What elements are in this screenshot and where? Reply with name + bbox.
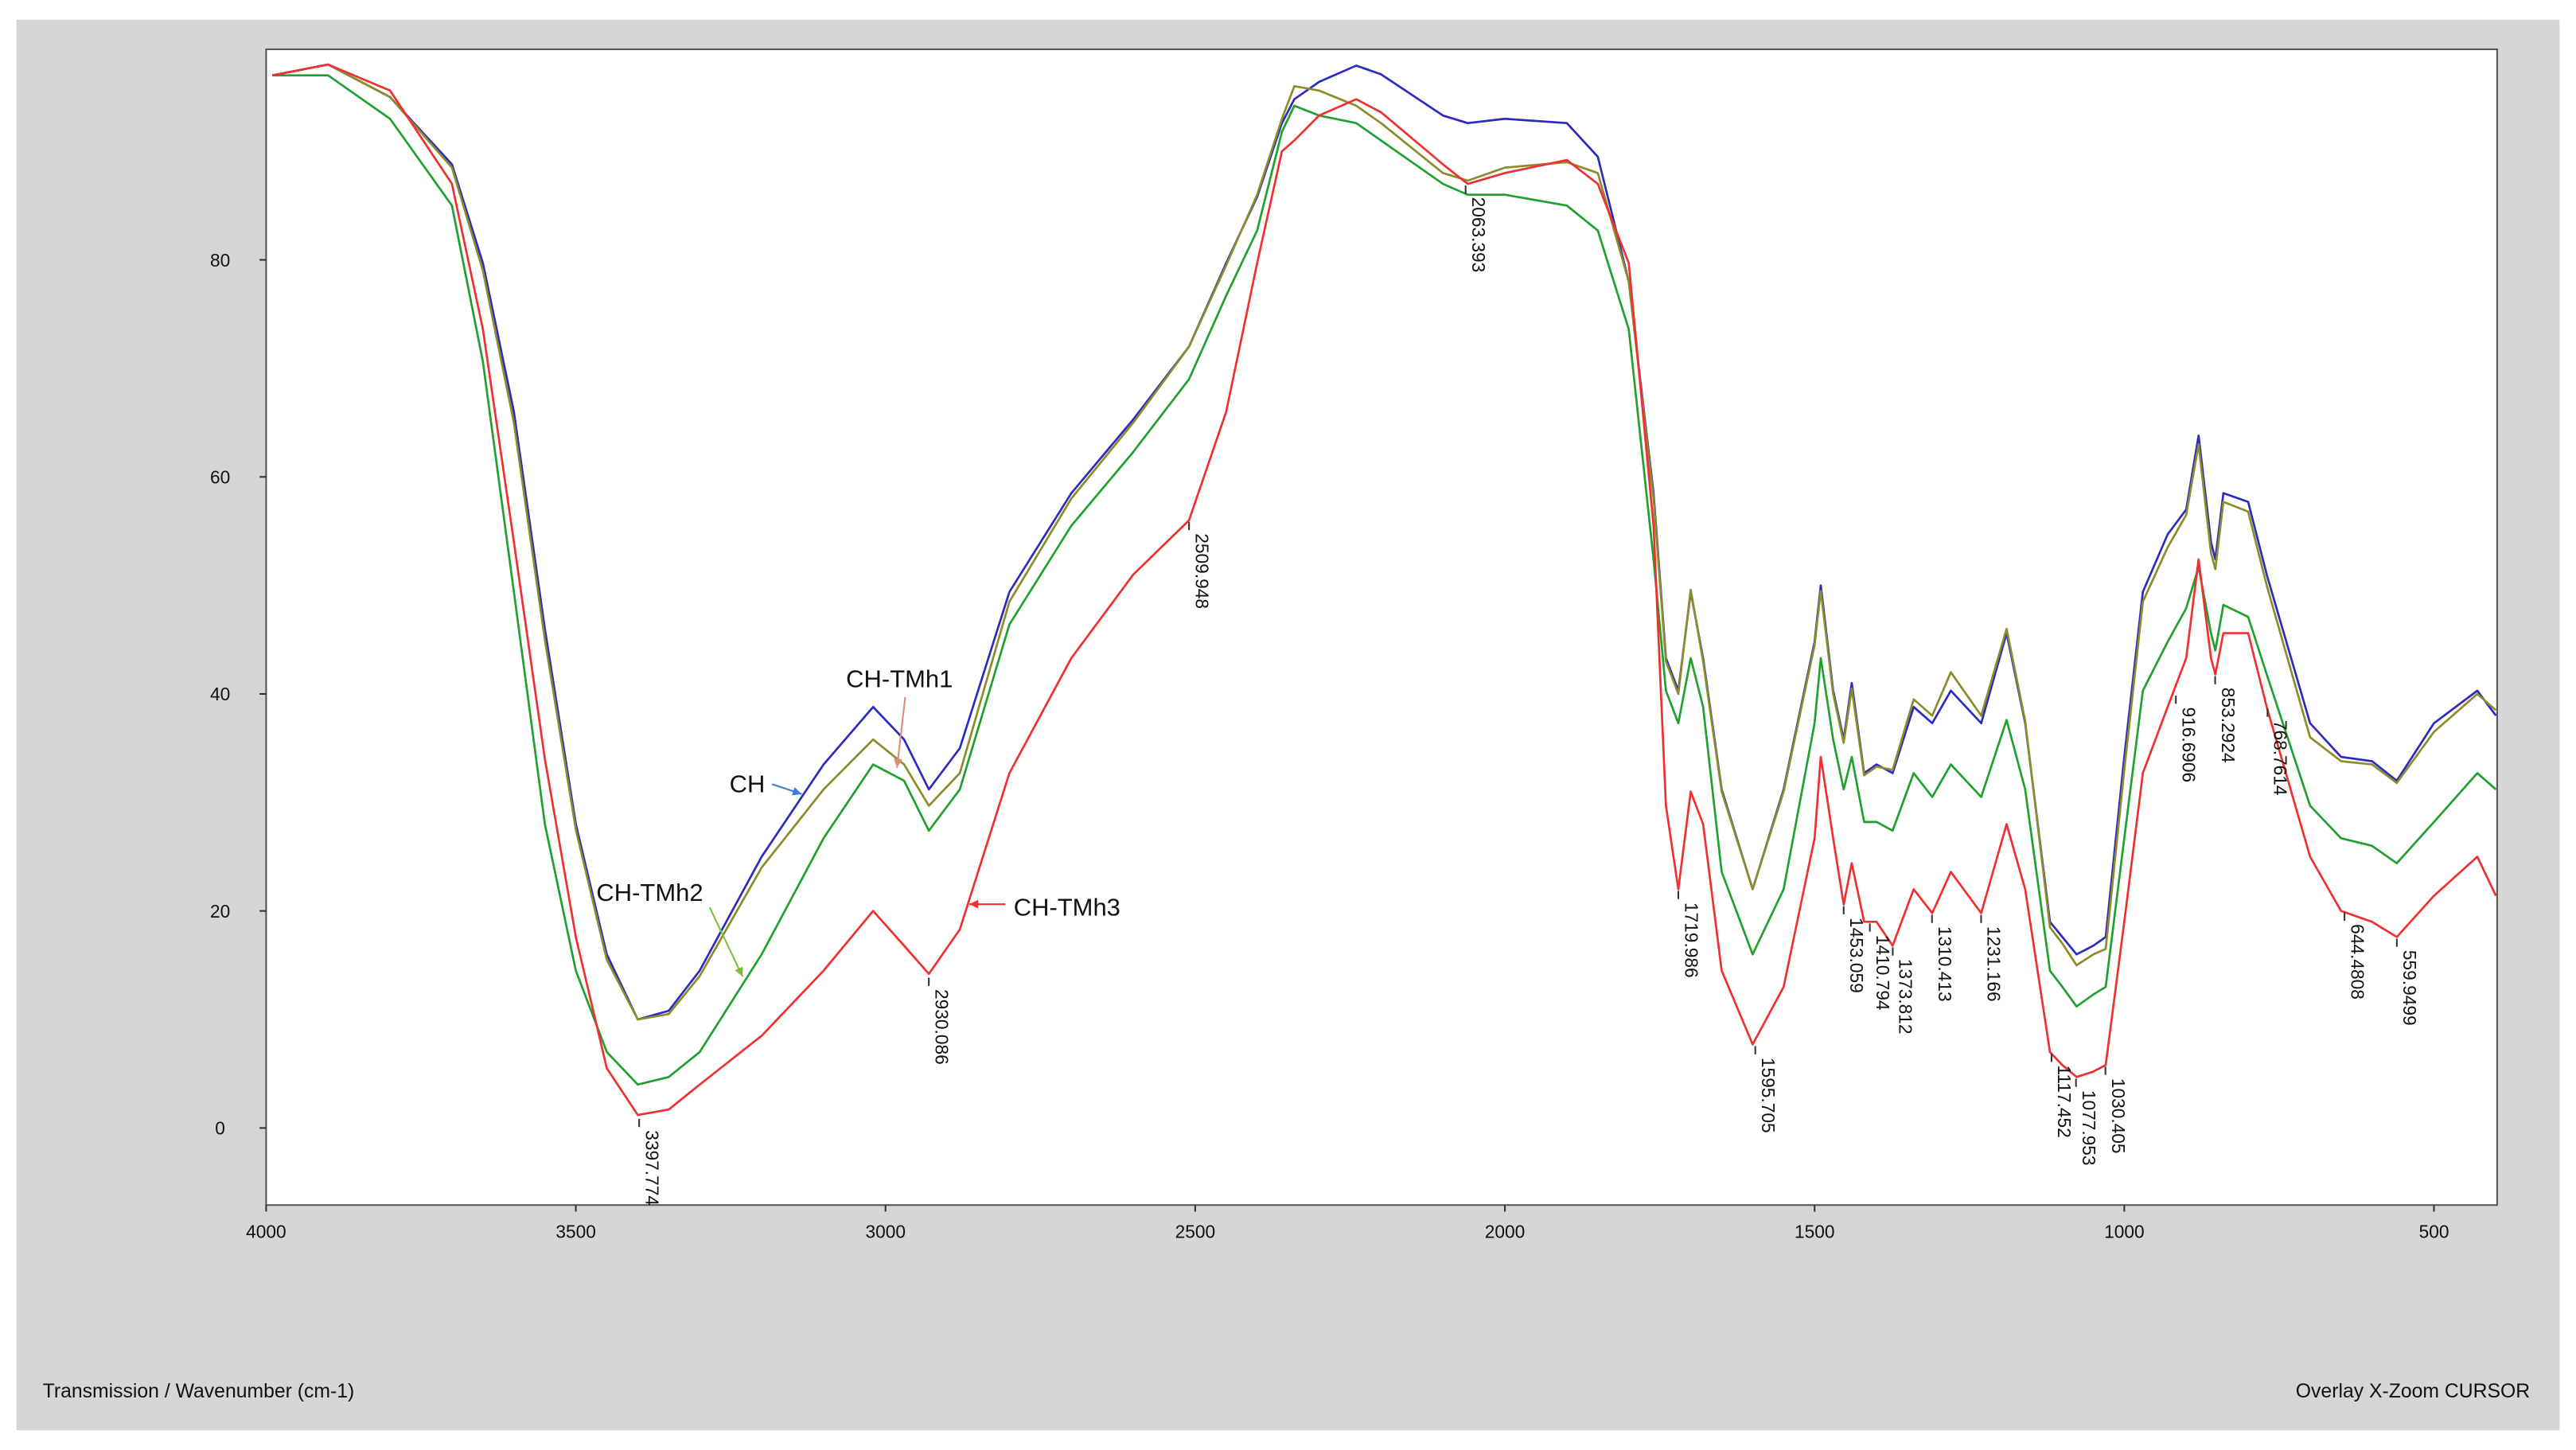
peak-label: 1719.986 [1681, 902, 1701, 978]
plot-area [265, 48, 2498, 1206]
peak-label: 1310.413 [1935, 926, 1955, 1002]
peak-label: 1453.059 [1846, 918, 1867, 993]
peak-label: 644.4808 [2347, 924, 2368, 1000]
label-arrow [896, 696, 906, 768]
peak-label: 1030.405 [2108, 1078, 2129, 1154]
arrow-head [792, 787, 802, 796]
y-tick-label: 0 [215, 1118, 225, 1139]
x-tick-label: 3000 [865, 1222, 905, 1242]
peak-label: 853.2924 [2218, 688, 2239, 763]
x-tick-label: 1000 [2104, 1222, 2144, 1242]
label-arrow [708, 906, 744, 977]
arrow-head [894, 758, 902, 768]
peak-label: 1117.452 [2054, 1065, 2075, 1137]
lines [271, 63, 2497, 1117]
x-tick-label: 2000 [1485, 1222, 1525, 1242]
series-line [272, 74, 2497, 1086]
peak-label: 3397.774 [641, 1130, 662, 1206]
series-line [271, 63, 2497, 1021]
x-tick-label: 3500 [555, 1222, 595, 1242]
series-label: CH-TMh1 [846, 665, 953, 692]
peak-label: 1077.953 [2079, 1090, 2099, 1166]
peak-label: 1231.166 [1984, 926, 2005, 1002]
series-line [271, 63, 2497, 1117]
arrow-head [969, 899, 979, 909]
series-label: CH-TMh3 [1014, 894, 1120, 922]
peak-label: 1373.812 [1896, 959, 1916, 1035]
peak-label: 2063.393 [1468, 197, 1489, 273]
x-tick-label: 1500 [1795, 1222, 1834, 1242]
arrow-head [735, 966, 743, 977]
series-label: CH [730, 770, 766, 798]
peak-label: 916.6906 [2178, 707, 2199, 782]
peak-label: 768.7614 [2270, 720, 2291, 796]
peak-label: 1410.794 [1873, 935, 1893, 1011]
x-tick-label: 500 [2419, 1222, 2449, 1242]
series-label: CH-TMh2 [596, 879, 703, 906]
x-tick-label: 4000 [246, 1222, 286, 1242]
y-tick-label: 80 [210, 250, 230, 271]
peak-label: 1595.705 [1758, 1058, 1779, 1133]
y-tick-label: 60 [210, 466, 230, 487]
x-tick-label: 2500 [1175, 1222, 1215, 1242]
peak-label: 2930.086 [931, 989, 952, 1065]
axis-label: Transmission / Wavenumber (cm-1) [43, 1381, 355, 1402]
peak-label: 559.9499 [2399, 950, 2420, 1026]
status: Overlay X-Zoom CURSOR [2296, 1381, 2530, 1402]
y-tick-label: 20 [210, 901, 230, 922]
y-tick-label: 40 [210, 684, 230, 704]
peak-label: 2509.948 [1191, 533, 1212, 609]
